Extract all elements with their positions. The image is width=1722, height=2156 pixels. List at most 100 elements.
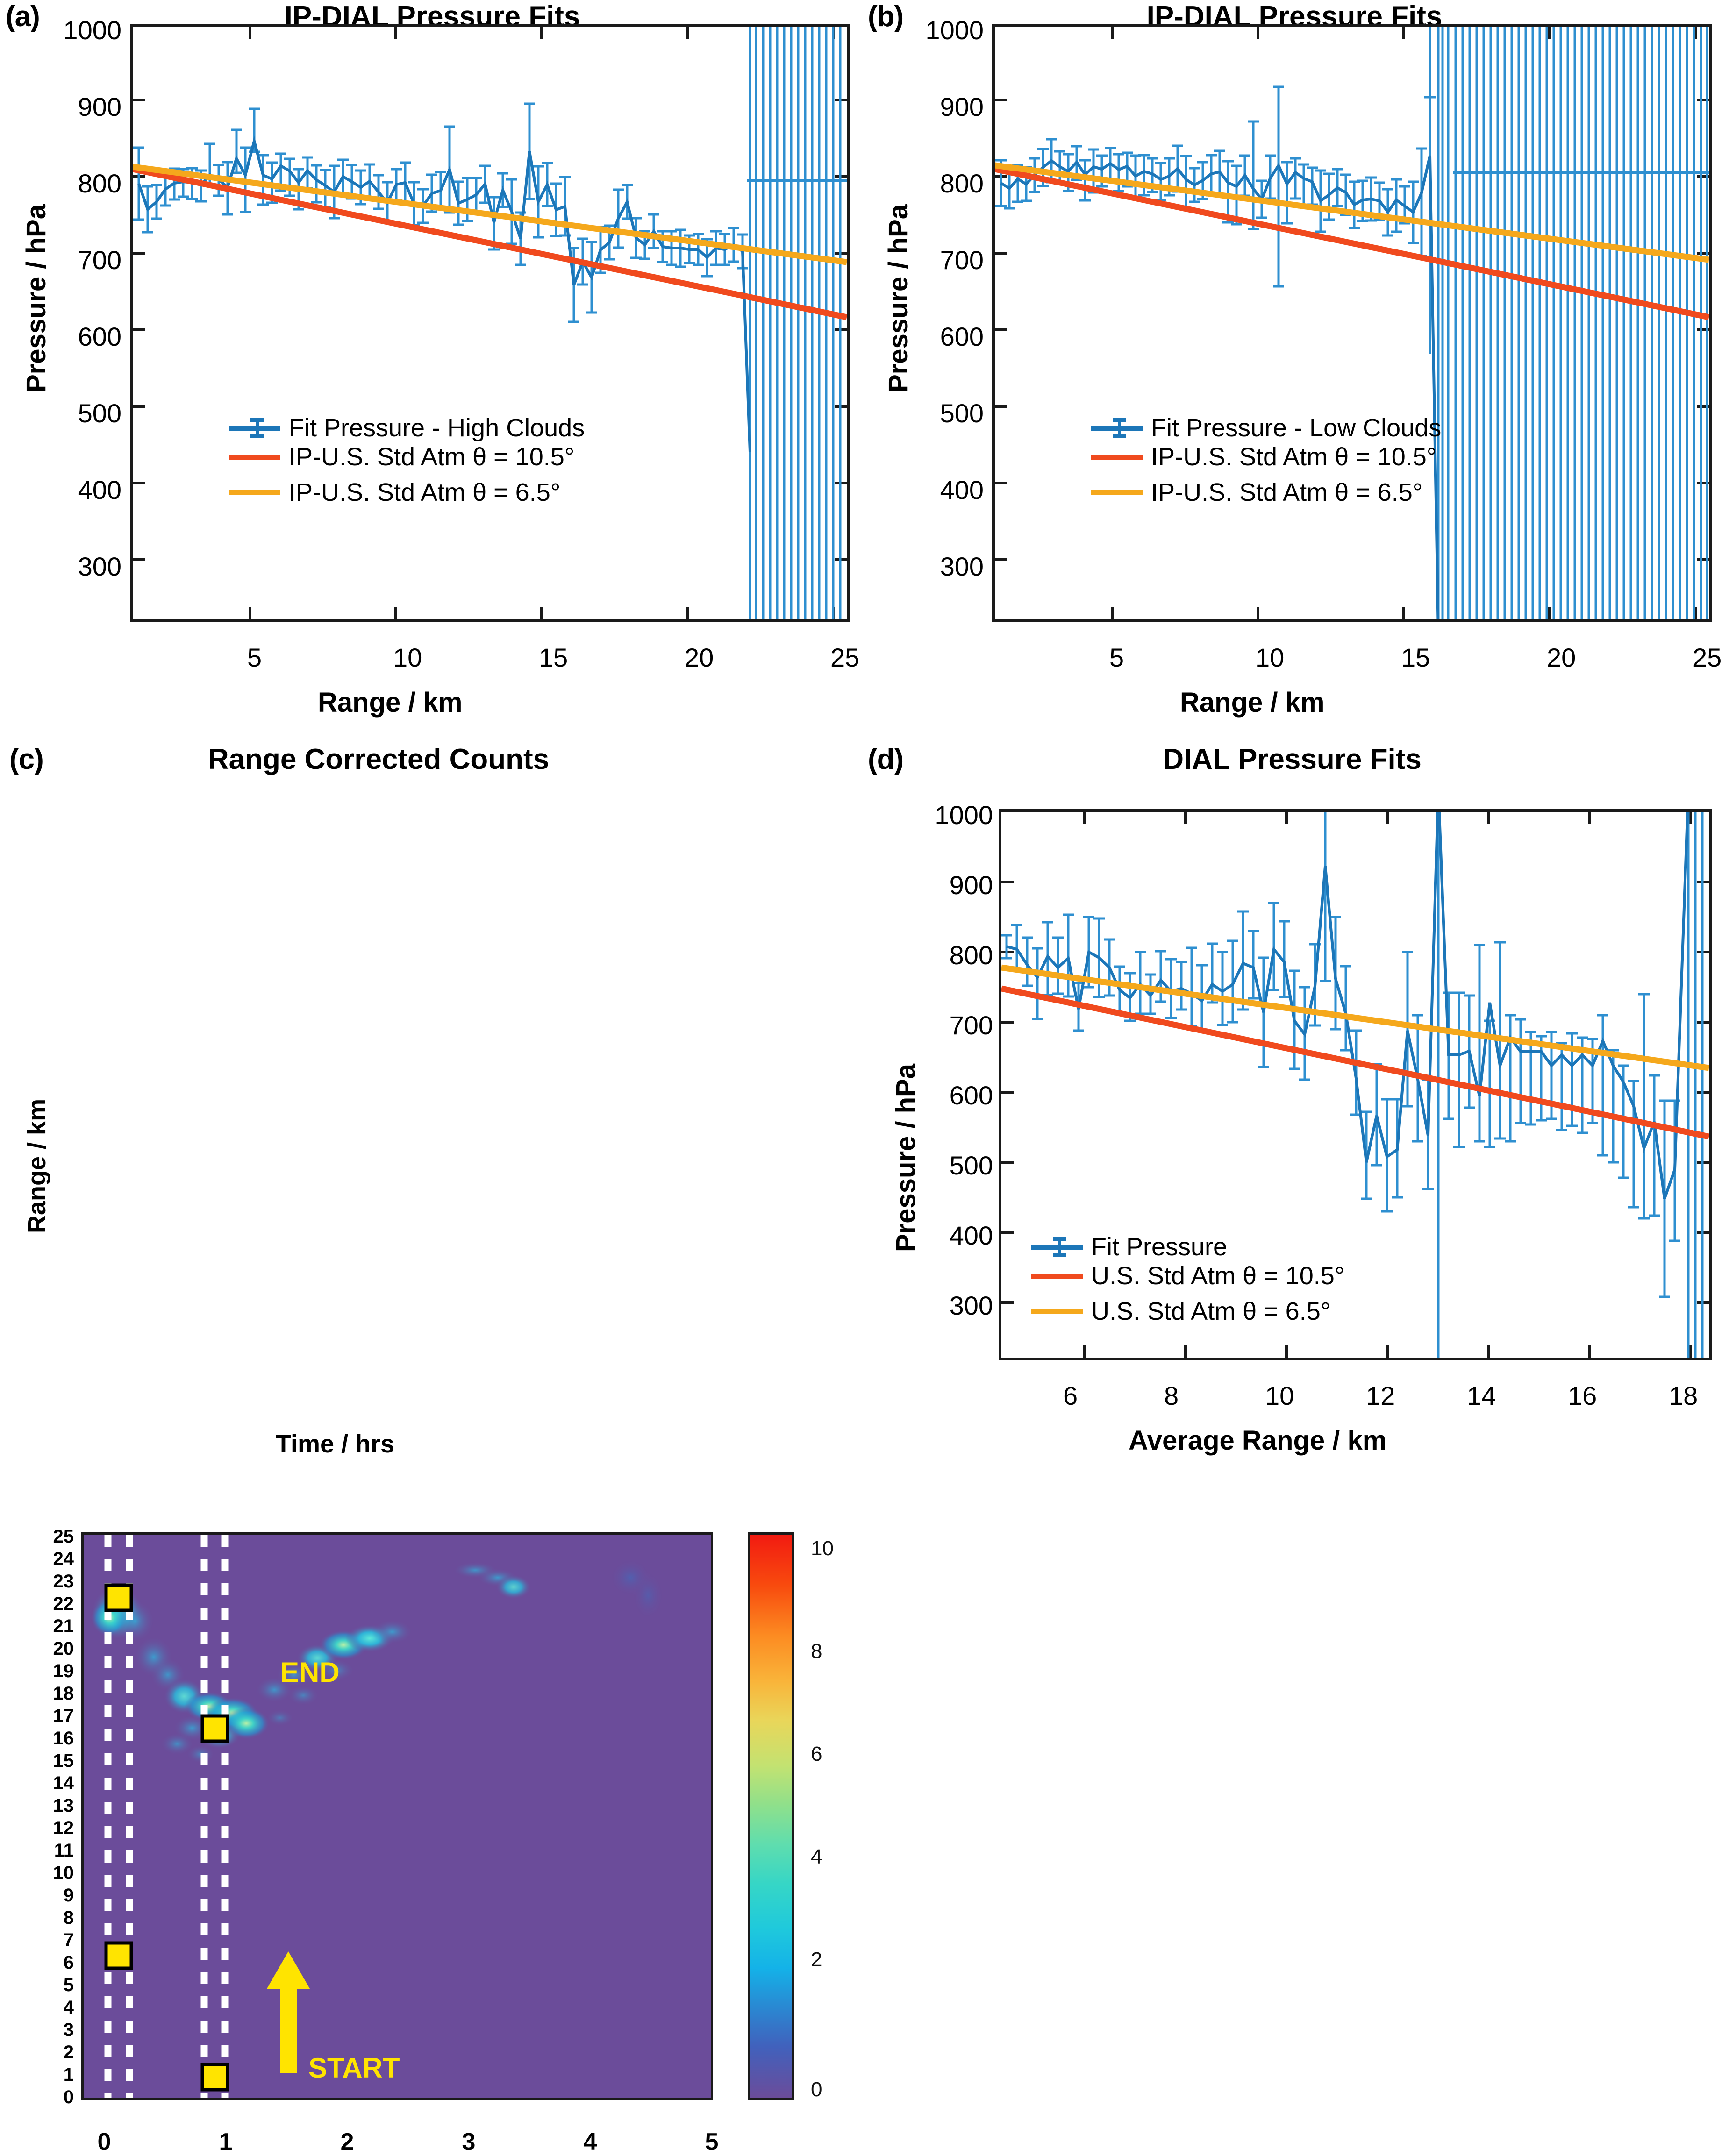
panel-c-xlabel: Time / hrs [276, 1430, 395, 1458]
panel-a-legend-item-2: IP-U.S. Std Atm θ = 6.5° [229, 478, 585, 507]
panel-c-ytick-4: 4 [63, 1997, 74, 2018]
panel-d-ytick-400: 400 [949, 1221, 993, 1250]
panel-d-fit-line [1006, 812, 1689, 1199]
panel-d-ytick-700: 700 [949, 1010, 993, 1040]
panel-d-orange-line [1001, 964, 1709, 1071]
panel-d-legend-item-0: Fit Pressure [1031, 1232, 1344, 1261]
panel-d-xtick-6: 6 [1063, 1381, 1078, 1410]
orange-line-icon [1091, 478, 1143, 507]
panel-d-title: DIAL Pressure Fits [1163, 743, 1422, 776]
panel-c-ytick-9: 9 [63, 1885, 74, 1906]
panel-b-plot-area [992, 24, 1712, 622]
panel-d-xtick-16: 16 [1568, 1381, 1597, 1410]
panel-a-red-line [133, 166, 847, 320]
panel-c-ytick-13: 13 [53, 1795, 74, 1816]
panel-b-red-line [995, 166, 1709, 320]
panel-c: (c) Range Corrected Counts Range / km Ti… [0, 738, 860, 2156]
panel-c-colorbar-tick-4: 4 [811, 1845, 822, 1868]
panel-b-ytick-600: 600 [940, 322, 984, 351]
panel-c-xtick-5: 5 [705, 2128, 719, 2156]
panel-a-xtick-25: 25 [830, 643, 860, 672]
panel-d-legend-label-0: Fit Pressure [1091, 1233, 1228, 1261]
panel-a-legend-label-1: IP-U.S. Std Atm θ = 10.5° [289, 443, 575, 471]
panel-c-ytick-11: 11 [54, 1840, 74, 1861]
panel-c-ytick-18: 18 [53, 1683, 74, 1704]
errorbar-icon [1031, 1232, 1083, 1261]
panel-b-ytick-400: 400 [940, 475, 984, 505]
panel-a-ytick-700: 700 [78, 245, 121, 275]
red-line-icon [1031, 1261, 1083, 1290]
panel-b-divergent-errorbars [1454, 27, 1708, 619]
panel-d-legend-label-2: U.S. Std Atm θ = 6.5° [1091, 1297, 1331, 1325]
panel-c-colorbar-tick-8: 8 [811, 1640, 822, 1663]
panel-a-xtick-10: 10 [393, 643, 422, 672]
panel-c-end-label: END [280, 1657, 340, 1688]
panel-c-ytick-2: 2 [63, 2042, 74, 2063]
panel-c-ytick-19: 19 [53, 1661, 74, 1681]
panel-c-colorbar-tick-0: 0 [811, 2078, 822, 2101]
panel-d-red-line [1001, 985, 1709, 1140]
panel-c-marker-square [104, 1941, 133, 1970]
panel-c-marker-square [200, 1714, 229, 1743]
panel-b-ytick-900: 900 [940, 92, 984, 121]
panel-a-ytick-600: 600 [78, 322, 121, 351]
panel-c-colorbar-tick-6: 6 [811, 1743, 822, 1765]
panel-b-xtick-25: 25 [1693, 643, 1722, 672]
panel-d-xtick-14: 14 [1467, 1381, 1496, 1410]
panel-c-colorbar-tick-10: 10 [811, 1537, 834, 1560]
panel-b-errorbars [995, 27, 1440, 619]
panel-c-ytick-7: 7 [63, 1930, 74, 1950]
errorbar-icon [229, 413, 280, 442]
panel-d-ytick-600: 600 [949, 1081, 993, 1110]
panel-c-colorbar [748, 1532, 794, 2100]
panel-b-ytick-700: 700 [940, 245, 984, 275]
panel-c-ytick-0: 0 [63, 2087, 74, 2107]
panel-b-ytick-1000: 1000 [925, 15, 984, 45]
panel-c-ytick-10: 10 [53, 1863, 74, 1883]
panel-b-ytick-800: 800 [940, 169, 984, 198]
panel-c-marker-square [200, 2063, 229, 2092]
panel-b-legend-label-1: IP-U.S. Std Atm θ = 10.5° [1151, 443, 1437, 471]
panel-b-legend-label-0: Fit Pressure - Low Clouds [1151, 414, 1442, 442]
panel-a-ytick-800: 800 [78, 169, 121, 198]
panel-b-orange-line [995, 162, 1709, 263]
panel-a-legend-label-2: IP-U.S. Std Atm θ = 6.5° [289, 478, 561, 506]
panel-a-legend: Fit Pressure - High Clouds IP-U.S. Std A… [229, 413, 585, 507]
panel-b-xtick-5: 5 [1109, 643, 1124, 672]
panel-c-start-label: START [308, 2052, 400, 2084]
panel-d-ytick-900: 900 [949, 870, 993, 900]
panel-a-ytick-1000: 1000 [63, 15, 121, 45]
panel-c-xtick-4: 4 [583, 2128, 597, 2156]
panel-c-ytick-15: 15 [53, 1750, 74, 1771]
panel-a-legend-label-0: Fit Pressure - High Clouds [289, 414, 585, 442]
panel-b-legend-label-2: IP-U.S. Std Atm θ = 6.5° [1151, 478, 1423, 506]
panel-d-legend-item-2: U.S. Std Atm θ = 6.5° [1031, 1297, 1344, 1326]
panel-c-xtick-1: 1 [219, 2128, 233, 2156]
panel-c-ytick-25: 25 [53, 1526, 74, 1547]
panel-d-svg [1001, 812, 1709, 1358]
panel-b-legend-item-1: IP-U.S. Std Atm θ = 10.5° [1091, 442, 1441, 471]
panel-b-legend-item-0: Fit Pressure - Low Clouds [1091, 413, 1441, 442]
panel-a-xtick-15: 15 [539, 643, 568, 672]
panel-c-ytick-6: 6 [63, 1952, 74, 1973]
orange-line-icon [1031, 1297, 1083, 1326]
panel-a-plot-area [130, 24, 850, 622]
panel-d-legend: Fit Pressure U.S. Std Atm θ = 10.5° U.S.… [1031, 1232, 1344, 1326]
panel-c-ytick-17: 17 [53, 1706, 74, 1726]
panel-c-heatmap-svg [84, 1535, 711, 2098]
panel-a-legend-item-1: IP-U.S. Std Atm θ = 10.5° [229, 442, 585, 471]
panel-d-xtick-10: 10 [1265, 1381, 1294, 1410]
panel-b-xtick-20: 20 [1547, 643, 1576, 672]
panel-d-tag: (d) [868, 743, 904, 776]
panel-a-tag: (a) [6, 0, 40, 33]
errorbar-icon [1091, 413, 1143, 442]
panel-c-ytick-23: 23 [53, 1571, 74, 1592]
panel-b-ytick-300: 300 [940, 552, 984, 581]
panel-d-ytick-1000: 1000 [935, 800, 993, 830]
panel-b-legend-item-2: IP-U.S. Std Atm θ = 6.5° [1091, 478, 1441, 507]
panel-a-xtick-20: 20 [685, 643, 714, 672]
panel-b-svg [995, 27, 1709, 619]
panel-c-xtick-0: 0 [97, 2128, 111, 2156]
panel-c-colorbar-tick-2: 2 [811, 1948, 822, 1971]
panel-a-ytick-400: 400 [78, 475, 121, 505]
